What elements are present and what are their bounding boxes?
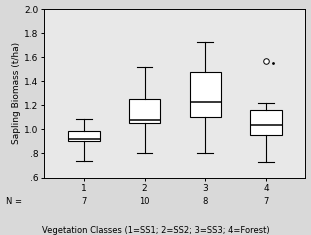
PathPatch shape	[250, 110, 282, 135]
Text: 7: 7	[263, 197, 269, 206]
PathPatch shape	[129, 99, 160, 123]
Text: 10: 10	[139, 197, 150, 206]
PathPatch shape	[68, 131, 100, 141]
Text: Vegetation Classes (1=SS1; 2=SS2; 3=SS3; 4=Forest): Vegetation Classes (1=SS1; 2=SS2; 3=SS3;…	[42, 226, 269, 235]
Text: 8: 8	[202, 197, 208, 206]
Text: N =: N =	[6, 197, 21, 206]
Text: 7: 7	[81, 197, 86, 206]
Y-axis label: Sapling Biomass (t/ha): Sapling Biomass (t/ha)	[12, 42, 21, 144]
PathPatch shape	[189, 72, 221, 117]
